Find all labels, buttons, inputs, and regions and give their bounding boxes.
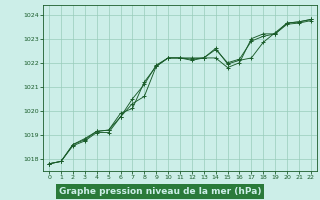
Text: Graphe pression niveau de la mer (hPa): Graphe pression niveau de la mer (hPa)	[59, 187, 261, 196]
